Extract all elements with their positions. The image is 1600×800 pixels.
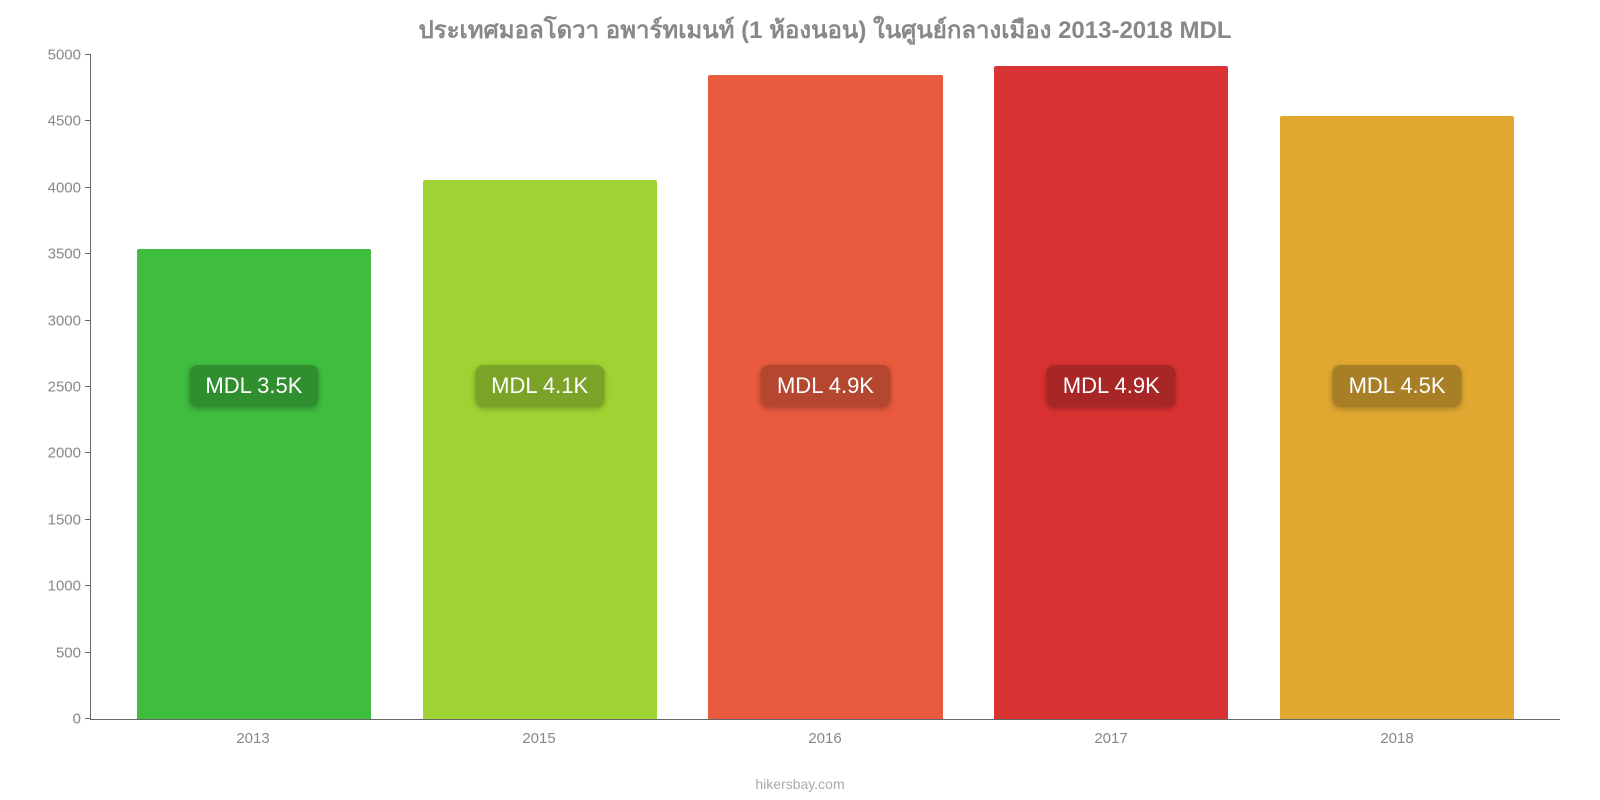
x-axis-labels: 20132015201620172018 [90,720,1560,760]
bar-slot: MDL 4.9K [683,55,969,719]
y-tick-mark [85,54,91,55]
chart-title: ประเทศมอลโดวา อพาร์ทเมนท์ (1 ห้องนอน) ใน… [90,10,1560,49]
attribution-text: hikersbay.com [0,776,1600,792]
bar-value-label: MDL 4.5K [1333,365,1462,407]
bar: MDL 4.9K [708,75,942,719]
y-tick-label: 3000 [21,312,81,329]
bar-slot: MDL 3.5K [111,55,397,719]
y-tick-label: 1000 [21,578,81,595]
plot-inner: MDL 3.5K MDL 4.1K MDL 4.9K MDL 4.9K MDL 4.5K… [90,55,1560,720]
y-tick-mark [85,386,91,387]
bar-value-label: MDL 4.1K [475,365,604,407]
bar: MDL 4.5K [1280,116,1514,719]
y-tick-mark [85,253,91,254]
y-tick-label: 2500 [21,379,81,396]
x-tick-label: 2018 [1254,720,1540,760]
bar-slot: MDL 4.9K [968,55,1254,719]
bars-group: MDL 3.5K MDL 4.1K MDL 4.9K MDL 4.9K MDL 4.5K [91,55,1560,719]
y-tick-label: 2000 [21,445,81,462]
y-tick-label: 1500 [21,511,81,528]
x-tick-label: 2013 [110,720,396,760]
bar: MDL 3.5K [137,249,371,719]
y-tick-label: 3500 [21,246,81,263]
bar: MDL 4.1K [423,180,657,719]
y-tick-label: 4000 [21,179,81,196]
y-tick-mark [85,718,91,719]
y-tick-mark [85,452,91,453]
y-tick-mark [85,120,91,121]
x-tick-label: 2016 [682,720,968,760]
x-tick-label: 2015 [396,720,682,760]
y-tick-mark [85,187,91,188]
plot-area: MDL 3.5K MDL 4.1K MDL 4.9K MDL 4.9K MDL 4.5K… [90,55,1560,760]
y-tick-mark [85,585,91,586]
y-tick-mark [85,652,91,653]
y-tick-label: 0 [21,711,81,728]
bar-slot: MDL 4.5K [1254,55,1540,719]
y-tick-mark [85,320,91,321]
bar: MDL 4.9K [994,66,1228,719]
y-tick-label: 4500 [21,113,81,130]
y-tick-mark [85,519,91,520]
bar-value-label: MDL 4.9K [761,365,890,407]
bar-value-label: MDL 4.9K [1047,365,1176,407]
y-tick-label: 500 [21,644,81,661]
bar-value-label: MDL 3.5K [189,365,318,407]
bar-slot: MDL 4.1K [397,55,683,719]
y-tick-label: 5000 [21,47,81,64]
chart-container: ประเทศมอลโดวา อพาร์ทเมนท์ (1 ห้องนอน) ใน… [0,0,1600,800]
x-tick-label: 2017 [968,720,1254,760]
